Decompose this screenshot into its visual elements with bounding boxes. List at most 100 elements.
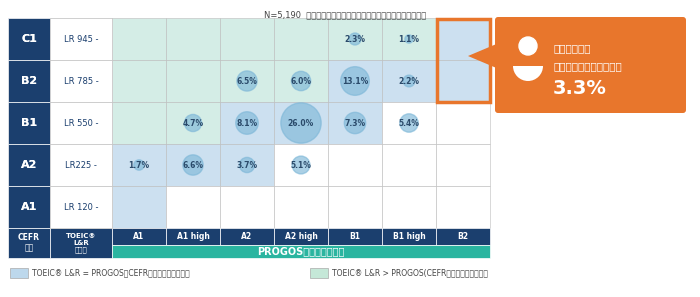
Text: LR 120 -: LR 120 - bbox=[64, 203, 98, 211]
Text: CEFR
換算: CEFR 換算 bbox=[18, 233, 40, 253]
Bar bbox=[8, 18, 50, 60]
Bar bbox=[328, 18, 382, 60]
Bar bbox=[220, 186, 274, 228]
Text: 2.3%: 2.3% bbox=[344, 34, 365, 43]
Text: A2 high: A2 high bbox=[285, 232, 317, 241]
Bar bbox=[112, 228, 166, 244]
Text: A1: A1 bbox=[21, 202, 37, 212]
Bar bbox=[220, 144, 274, 186]
Text: 26.0%: 26.0% bbox=[288, 119, 314, 127]
Bar bbox=[436, 18, 490, 60]
Bar bbox=[112, 186, 166, 228]
Bar bbox=[220, 18, 274, 60]
Text: B1: B1 bbox=[21, 118, 37, 128]
Text: A2: A2 bbox=[21, 160, 37, 170]
Text: N=5,190  全体に対して、各スコア・レベルの人数の割合を記載: N=5,190 全体に対して、各スコア・レベルの人数の割合を記載 bbox=[264, 10, 426, 19]
Text: A1: A1 bbox=[134, 232, 145, 241]
Bar bbox=[328, 102, 382, 144]
Bar bbox=[328, 144, 382, 186]
Circle shape bbox=[134, 160, 144, 170]
Bar bbox=[8, 102, 50, 144]
Text: PROGOS（自動採点版）: PROGOS（自動採点版） bbox=[258, 246, 344, 256]
Text: A2: A2 bbox=[21, 160, 37, 170]
Bar bbox=[8, 18, 50, 60]
Bar bbox=[50, 144, 112, 186]
Bar bbox=[382, 144, 436, 186]
Bar bbox=[274, 228, 328, 244]
Bar bbox=[50, 228, 112, 258]
Text: LR 785 -: LR 785 - bbox=[64, 77, 99, 86]
Bar bbox=[436, 102, 490, 144]
Polygon shape bbox=[468, 42, 500, 69]
Text: 6.5%: 6.5% bbox=[237, 77, 258, 86]
Bar bbox=[382, 186, 436, 228]
Bar bbox=[274, 60, 328, 102]
Bar bbox=[8, 186, 50, 228]
Text: 13.1%: 13.1% bbox=[342, 77, 368, 86]
Bar bbox=[166, 102, 220, 144]
Bar bbox=[436, 228, 490, 244]
Bar bbox=[8, 60, 50, 102]
Text: B2: B2 bbox=[21, 76, 37, 86]
Text: LR 550 -: LR 550 - bbox=[64, 119, 98, 127]
Circle shape bbox=[341, 67, 370, 95]
Text: LR225 -: LR225 - bbox=[65, 160, 97, 170]
Bar bbox=[50, 186, 112, 228]
Bar bbox=[50, 18, 112, 60]
Bar bbox=[220, 102, 274, 144]
Bar bbox=[50, 60, 112, 102]
Text: 1.7%: 1.7% bbox=[128, 160, 150, 170]
FancyBboxPatch shape bbox=[495, 17, 686, 113]
Circle shape bbox=[519, 37, 537, 55]
Text: B1: B1 bbox=[349, 232, 360, 241]
Bar bbox=[112, 144, 166, 186]
Text: C1: C1 bbox=[21, 34, 37, 44]
Circle shape bbox=[281, 103, 321, 143]
Text: A1 high: A1 high bbox=[176, 232, 209, 241]
Bar bbox=[8, 144, 50, 186]
Bar bbox=[112, 60, 166, 102]
Wedge shape bbox=[513, 66, 543, 81]
Text: B2: B2 bbox=[21, 76, 37, 86]
Bar bbox=[8, 102, 50, 144]
Bar bbox=[328, 186, 382, 228]
Bar bbox=[112, 102, 166, 144]
Text: TOEIC® L&R = PROGOS（CEFR換算のレベル比較）: TOEIC® L&R = PROGOS（CEFR換算のレベル比較） bbox=[32, 268, 190, 277]
Circle shape bbox=[236, 112, 258, 134]
Text: 5.4%: 5.4% bbox=[398, 119, 419, 127]
Bar bbox=[112, 244, 490, 258]
Bar bbox=[220, 60, 274, 102]
Bar bbox=[382, 18, 436, 60]
Bar bbox=[436, 144, 490, 186]
Text: TOEIC® L&R > PROGOS(CEFR換算のレベル比較）: TOEIC® L&R > PROGOS(CEFR換算のレベル比較） bbox=[332, 268, 488, 277]
Bar bbox=[50, 186, 112, 228]
Bar bbox=[166, 60, 220, 102]
Bar bbox=[328, 60, 382, 102]
Bar bbox=[220, 228, 274, 244]
Circle shape bbox=[239, 157, 255, 173]
Circle shape bbox=[405, 35, 413, 43]
Bar bbox=[436, 60, 490, 102]
Bar bbox=[50, 144, 112, 186]
Text: B1 high: B1 high bbox=[393, 232, 426, 241]
Bar bbox=[112, 18, 166, 60]
Text: 3.7%: 3.7% bbox=[237, 160, 258, 170]
Text: 4.7%: 4.7% bbox=[183, 119, 204, 127]
Circle shape bbox=[403, 75, 415, 87]
Text: B2: B2 bbox=[458, 232, 468, 241]
Text: 5.1%: 5.1% bbox=[290, 160, 312, 170]
Bar bbox=[382, 228, 436, 244]
Bar bbox=[166, 228, 220, 244]
Circle shape bbox=[183, 155, 203, 175]
Bar bbox=[436, 186, 490, 228]
Bar bbox=[10, 268, 28, 278]
Text: 1.1%: 1.1% bbox=[398, 34, 419, 43]
Bar bbox=[8, 228, 50, 258]
Text: A2: A2 bbox=[241, 232, 253, 241]
Bar bbox=[382, 102, 436, 144]
Circle shape bbox=[291, 71, 311, 91]
Text: TOEIC®
L&R
スコア: TOEIC® L&R スコア bbox=[66, 233, 96, 253]
Circle shape bbox=[184, 114, 202, 132]
Circle shape bbox=[349, 33, 361, 45]
Text: A1: A1 bbox=[21, 202, 37, 212]
